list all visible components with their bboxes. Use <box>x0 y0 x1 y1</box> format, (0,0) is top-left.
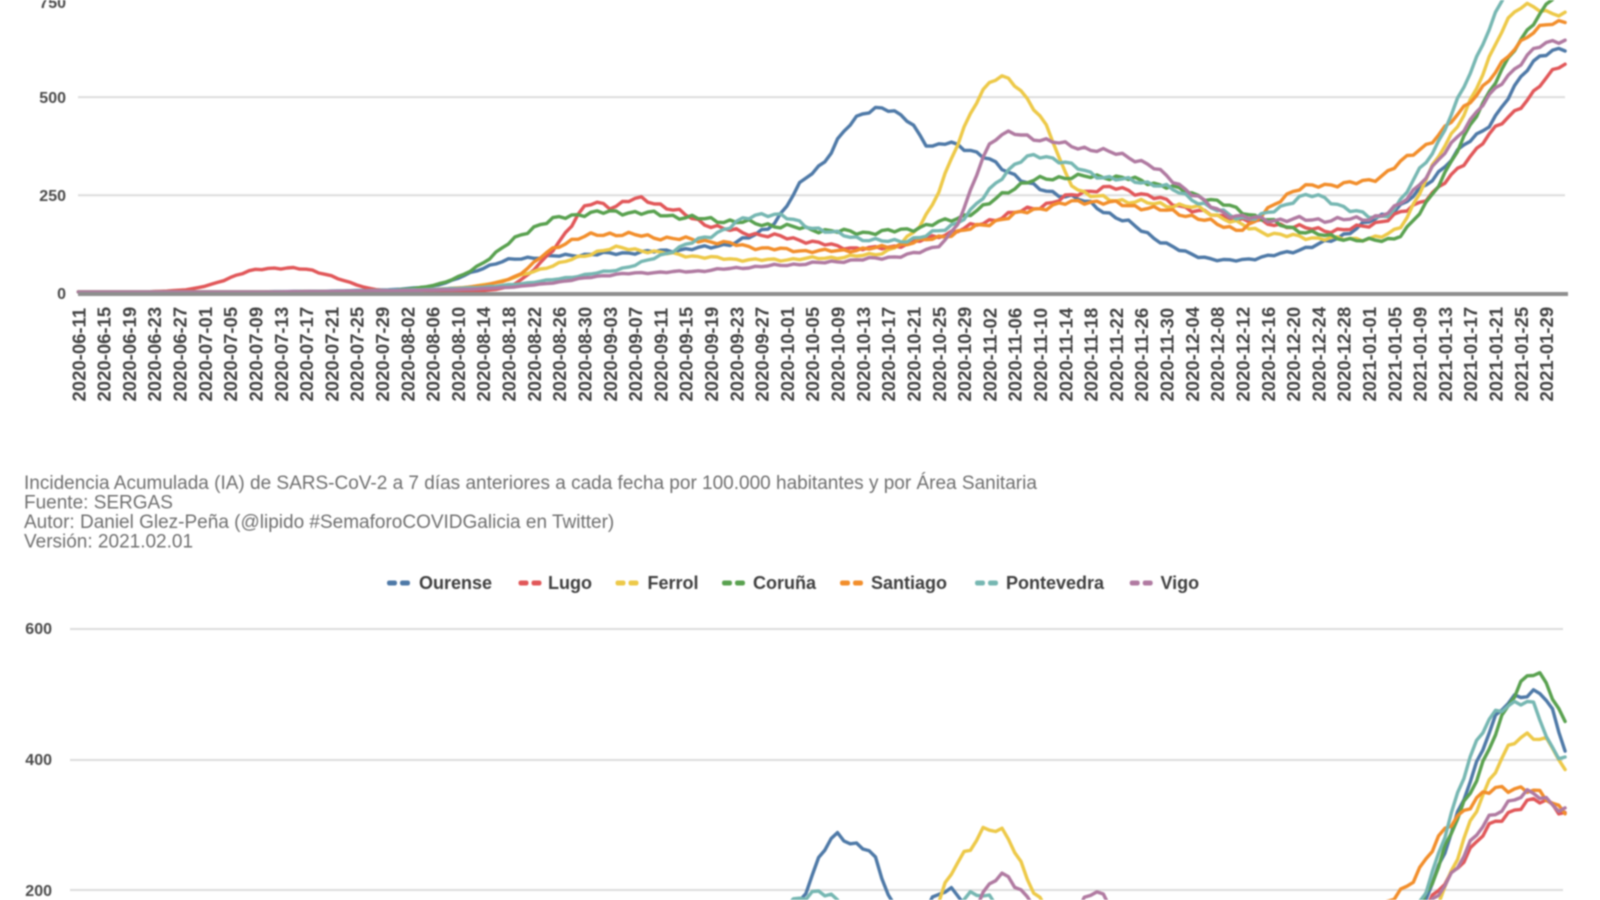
svg-text:Ferrol: Ferrol <box>648 573 699 593</box>
svg-text:2021-01-13: 2021-01-13 <box>1435 307 1456 402</box>
svg-text:2020-08-30: 2020-08-30 <box>575 307 596 402</box>
svg-text:2021-01-17: 2021-01-17 <box>1460 307 1481 402</box>
svg-text:2021-01-21: 2021-01-21 <box>1486 307 1507 402</box>
svg-text:2020-07-05: 2020-07-05 <box>220 307 241 402</box>
svg-text:2020-07-21: 2020-07-21 <box>321 307 342 402</box>
svg-text:2020-06-19: 2020-06-19 <box>119 307 140 402</box>
svg-text:2021-01-05: 2021-01-05 <box>1384 307 1405 402</box>
svg-text:2020-06-27: 2020-06-27 <box>170 307 191 402</box>
svg-text:Fuente: SERGAS: Fuente: SERGAS <box>24 493 173 514</box>
svg-text:Pontevedra: Pontevedra <box>1006 573 1105 593</box>
svg-text:2020-10-29: 2020-10-29 <box>954 307 975 402</box>
svg-text:2020-08-02: 2020-08-02 <box>397 307 418 402</box>
svg-text:2020-07-13: 2020-07-13 <box>271 307 292 402</box>
svg-text:200: 200 <box>25 883 52 900</box>
svg-text:2020-07-09: 2020-07-09 <box>246 307 267 402</box>
svg-text:2020-09-19: 2020-09-19 <box>701 307 722 402</box>
svg-text:2020-09-07: 2020-09-07 <box>625 307 646 402</box>
svg-text:2020-07-01: 2020-07-01 <box>195 307 216 402</box>
svg-text:2020-09-11: 2020-09-11 <box>650 308 671 402</box>
svg-text:2020-10-01: 2020-10-01 <box>777 307 798 402</box>
svg-text:2020-07-17: 2020-07-17 <box>296 307 317 402</box>
svg-text:500: 500 <box>39 90 66 107</box>
svg-text:Ourense: Ourense <box>419 573 492 593</box>
svg-text:600: 600 <box>25 621 52 638</box>
svg-text:2020-08-06: 2020-08-06 <box>423 307 444 402</box>
svg-text:2020-12-04: 2020-12-04 <box>1182 306 1203 401</box>
svg-text:2020-08-14: 2020-08-14 <box>473 306 494 401</box>
svg-text:Versión: 2021.02.01: Versión: 2021.02.01 <box>24 532 193 553</box>
svg-text:2021-01-25: 2021-01-25 <box>1511 307 1532 402</box>
svg-text:2020-09-15: 2020-09-15 <box>676 307 697 402</box>
svg-text:2020-08-22: 2020-08-22 <box>524 307 545 402</box>
svg-text:2020-09-03: 2020-09-03 <box>600 307 621 402</box>
svg-text:2020-10-21: 2020-10-21 <box>904 307 925 402</box>
svg-text:2020-12-08: 2020-12-08 <box>1207 307 1228 402</box>
svg-text:2020-07-25: 2020-07-25 <box>347 307 368 402</box>
svg-text:2020-11-18: 2020-11-18 <box>1081 308 1102 402</box>
svg-text:2021-01-09: 2021-01-09 <box>1410 307 1431 402</box>
svg-text:2020-08-18: 2020-08-18 <box>499 307 520 402</box>
svg-text:Incidencia Acumulada (IA) de S: Incidencia Acumulada (IA) de SARS-CoV-2 … <box>24 473 1037 494</box>
svg-text:2020-10-13: 2020-10-13 <box>853 307 874 402</box>
svg-text:2020-10-25: 2020-10-25 <box>929 307 950 402</box>
svg-text:Autor: Daniel Glez-Peña (@lipi: Autor: Daniel Glez-Peña (@lipido #Semafo… <box>24 512 614 533</box>
svg-text:Lugo: Lugo <box>548 573 592 593</box>
svg-text:2020-06-11: 2020-06-11 <box>68 308 89 402</box>
svg-text:250: 250 <box>39 188 66 205</box>
svg-text:2020-12-20: 2020-12-20 <box>1283 307 1304 402</box>
svg-text:2020-10-17: 2020-10-17 <box>878 307 899 402</box>
svg-text:Vigo: Vigo <box>1161 573 1200 593</box>
svg-text:2020-11-22: 2020-11-22 <box>1106 308 1127 402</box>
svg-text:2020-11-26: 2020-11-26 <box>1131 308 1152 402</box>
svg-text:2020-09-27: 2020-09-27 <box>752 307 773 402</box>
svg-text:2020-12-12: 2020-12-12 <box>1233 307 1254 402</box>
svg-text:0: 0 <box>57 286 66 303</box>
svg-text:2020-12-24: 2020-12-24 <box>1308 306 1329 401</box>
svg-text:2020-06-15: 2020-06-15 <box>94 307 115 402</box>
svg-text:Santiago: Santiago <box>871 573 947 593</box>
svg-text:400: 400 <box>25 752 52 769</box>
svg-text:Coruña: Coruña <box>753 573 817 593</box>
svg-text:2020-08-26: 2020-08-26 <box>549 307 570 402</box>
svg-text:2020-12-16: 2020-12-16 <box>1258 307 1279 402</box>
svg-text:2020-11-02: 2020-11-02 <box>979 308 1000 402</box>
svg-text:2020-11-06: 2020-11-06 <box>1005 308 1026 402</box>
svg-text:2020-11-14: 2020-11-14 <box>1055 307 1076 401</box>
svg-text:2020-11-30: 2020-11-30 <box>1157 308 1178 402</box>
svg-text:2020-12-28: 2020-12-28 <box>1334 307 1355 402</box>
svg-text:2020-08-10: 2020-08-10 <box>448 307 469 402</box>
svg-text:750: 750 <box>39 0 66 12</box>
svg-text:2020-10-09: 2020-10-09 <box>828 307 849 402</box>
svg-text:2020-06-23: 2020-06-23 <box>144 307 165 402</box>
svg-text:2021-01-29: 2021-01-29 <box>1536 307 1557 402</box>
svg-text:2020-07-29: 2020-07-29 <box>372 307 393 402</box>
svg-text:2020-10-05: 2020-10-05 <box>802 307 823 402</box>
svg-text:2020-11-10: 2020-11-10 <box>1030 308 1051 402</box>
svg-text:2021-01-01: 2021-01-01 <box>1359 307 1380 402</box>
svg-text:2020-09-23: 2020-09-23 <box>726 307 747 402</box>
